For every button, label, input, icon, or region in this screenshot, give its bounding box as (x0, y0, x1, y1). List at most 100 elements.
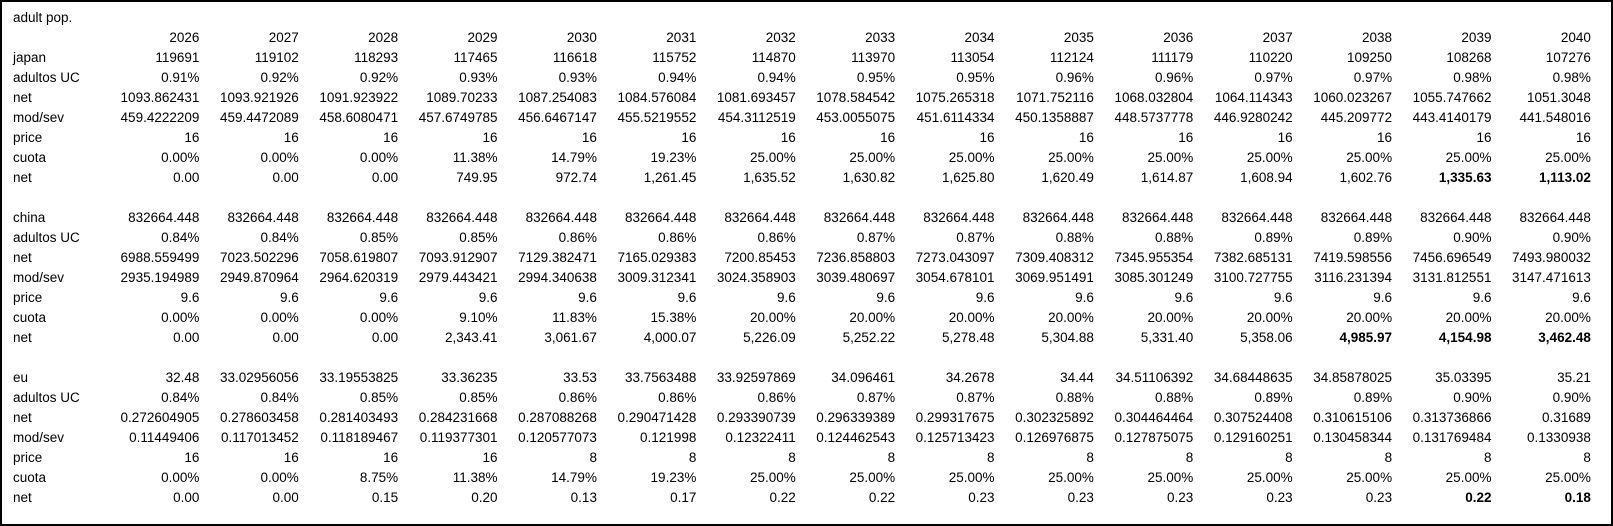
cell[interactable]: 0.00% (359, 310, 399, 325)
cell[interactable]: 4,985.97 (1339, 330, 1393, 345)
cell[interactable]: 25.00% (1147, 470, 1194, 485)
cell[interactable]: 832664.448 (1420, 210, 1492, 225)
cell[interactable]: 0.13 (570, 490, 597, 505)
cell[interactable]: 0.17 (670, 490, 697, 505)
cell[interactable]: 5,226.09 (743, 330, 796, 345)
sheet-title[interactable]: adult pop. (13, 10, 73, 25)
row-label-japan[interactable]: japan (13, 50, 47, 65)
row-label-cuota[interactable]: cuota (13, 470, 47, 485)
cell[interactable]: 0.88% (1155, 390, 1194, 405)
cell[interactable]: 16 (1476, 130, 1492, 145)
cell[interactable]: 20.00% (1545, 310, 1591, 325)
cell[interactable]: 0.23 (1365, 490, 1393, 505)
year-header[interactable]: 2033 (865, 30, 896, 45)
cell[interactable]: 1,630.82 (842, 170, 896, 185)
cell[interactable]: 458.6080471 (319, 110, 399, 125)
cell[interactable]: 8.75% (359, 470, 399, 485)
cell[interactable]: 25.00% (749, 470, 796, 485)
cell[interactable]: 9.6 (975, 290, 995, 305)
cell[interactable]: 33.53 (563, 370, 597, 385)
cell[interactable]: 0.91% (161, 70, 200, 85)
cell[interactable]: 0.31689 (1542, 410, 1591, 425)
row-label-eu[interactable]: eu (13, 370, 29, 385)
cell[interactable]: 1,335.63 (1438, 170, 1492, 185)
cell[interactable]: 11.83% (552, 310, 597, 325)
cell[interactable]: 1089.70233 (426, 90, 498, 105)
cell[interactable]: 972.74 (555, 170, 597, 185)
cell[interactable]: 0.85% (459, 390, 498, 405)
row-label-price[interactable]: price (13, 130, 43, 145)
cell[interactable]: 3116.231394 (1314, 270, 1393, 285)
cell[interactable]: 33.36235 (441, 370, 498, 385)
cell[interactable]: 0.12322411 (725, 430, 796, 445)
cell[interactable]: 0.88% (1055, 230, 1094, 245)
cell[interactable]: 7273.043097 (915, 250, 995, 265)
cell[interactable]: 32.48 (165, 370, 200, 385)
year-header[interactable]: 2029 (467, 30, 498, 45)
cell[interactable]: 456.6467147 (518, 110, 597, 125)
cell[interactable]: 0.84% (260, 390, 299, 405)
cell[interactable]: 832664.448 (326, 210, 399, 225)
cell[interactable]: 0.85% (359, 230, 399, 245)
cell[interactable]: 1078.584542 (816, 90, 896, 105)
cell[interactable]: 0.95% (856, 70, 896, 85)
cell[interactable]: 0.130458344 (1313, 430, 1393, 445)
cell[interactable]: 0.89% (1353, 390, 1393, 405)
cell[interactable]: 0.127875075 (1114, 430, 1194, 445)
year-header[interactable]: 2039 (1461, 30, 1492, 45)
cell[interactable]: 8 (1384, 450, 1393, 465)
cell[interactable]: 3,462.48 (1538, 330, 1591, 345)
cell[interactable]: 1051.3048 (1527, 90, 1591, 105)
row-label-china[interactable]: china (13, 210, 46, 225)
cell[interactable]: 9.6 (1273, 290, 1293, 305)
cell[interactable]: 1060.023267 (1313, 90, 1393, 105)
year-header[interactable]: 2037 (1262, 30, 1293, 45)
cell[interactable]: 5,331.40 (1140, 330, 1194, 345)
cell[interactable]: 20.00% (1445, 310, 1492, 325)
cell[interactable]: 832664.448 (1121, 210, 1194, 225)
row-label-mod-sev[interactable]: mod/sev (13, 110, 65, 125)
cell[interactable]: 25.00% (948, 470, 995, 485)
cell[interactable]: 9.6 (776, 290, 796, 305)
year-header[interactable]: 2028 (368, 30, 399, 45)
cell[interactable]: 453.0055075 (816, 110, 896, 125)
cell[interactable]: 1,625.80 (941, 170, 995, 185)
cell[interactable]: 448.5737778 (1114, 110, 1194, 125)
cell[interactable]: 3009.312341 (617, 270, 697, 285)
cell[interactable]: 445.209772 (1320, 110, 1393, 125)
year-header[interactable]: 2031 (666, 30, 697, 45)
cell[interactable]: 34.096461 (831, 370, 896, 385)
cell[interactable]: 0.00 (173, 170, 200, 185)
cell[interactable]: 4,154.98 (1438, 330, 1492, 345)
cell[interactable]: 0.90% (1453, 230, 1492, 245)
cell[interactable]: 7093.912907 (418, 250, 498, 265)
cell[interactable]: 25.00% (1246, 150, 1293, 165)
cell[interactable]: 2,343.41 (445, 330, 498, 345)
cell[interactable]: 19.23% (650, 470, 697, 485)
cell[interactable]: 0.120577073 (518, 430, 597, 445)
cell[interactable]: 832664.448 (923, 210, 995, 225)
cell[interactable]: 1,620.49 (1041, 170, 1094, 185)
cell[interactable]: 9.6 (379, 290, 399, 305)
cell[interactable]: 16 (880, 130, 896, 145)
cell[interactable]: 0.92% (260, 70, 299, 85)
cell[interactable]: 2979.443421 (418, 270, 498, 285)
cell[interactable]: 109250 (1347, 50, 1393, 65)
cell[interactable]: 0.23 (1167, 490, 1194, 505)
cell[interactable]: 457.6749785 (418, 110, 498, 125)
cell[interactable]: 3147.471613 (1512, 270, 1591, 285)
cell[interactable]: 25.00% (1545, 470, 1591, 485)
cell[interactable]: 459.4472089 (219, 110, 299, 125)
cell[interactable]: 0.307524408 (1213, 410, 1293, 425)
cell[interactable]: 110220 (1248, 50, 1293, 65)
cell[interactable]: 19.23% (650, 150, 697, 165)
cell[interactable]: 0.87% (956, 230, 995, 245)
cell[interactable]: 0.313736866 (1412, 410, 1492, 425)
cell[interactable]: 1,602.76 (1339, 170, 1393, 185)
cell[interactable]: 118293 (354, 50, 399, 65)
cell[interactable]: 0.86% (558, 230, 597, 245)
cell[interactable]: 0.293390739 (716, 410, 796, 425)
cell[interactable]: 119691 (155, 50, 200, 65)
cell[interactable]: 16 (681, 130, 697, 145)
cell[interactable]: 115752 (652, 50, 697, 65)
